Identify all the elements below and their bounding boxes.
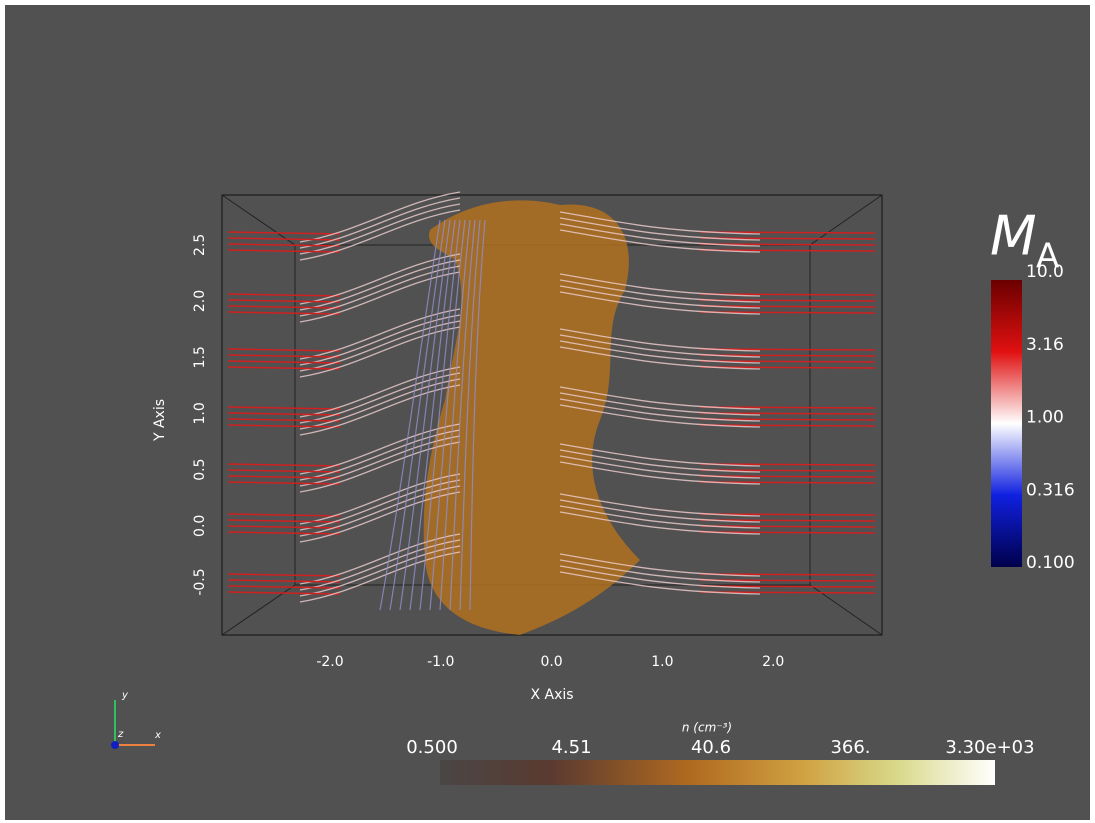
y-tick-label: 0.0 xyxy=(192,515,208,537)
density-colorbar xyxy=(440,760,995,785)
y-tick-label: 2.5 xyxy=(192,234,208,256)
density-tick-label: 40.6 xyxy=(691,737,731,758)
orient-x-label: x xyxy=(154,730,161,741)
x-tick-label: 1.0 xyxy=(651,654,673,670)
mach-tick-label: 1.00 xyxy=(1026,408,1064,428)
y-tick-label: 1.0 xyxy=(192,402,208,424)
y-tick-label: 0.5 xyxy=(192,458,208,480)
orient-z xyxy=(111,741,119,749)
y-tick-label: -0.5 xyxy=(192,568,208,595)
y-tick-label: 1.5 xyxy=(192,346,208,368)
density-tick-label: 366. xyxy=(830,737,870,758)
density-title: n (cm⁻³) xyxy=(682,721,732,735)
x-tick-label: 0.0 xyxy=(540,654,562,670)
mach-tick-label: 10.0 xyxy=(1026,262,1064,282)
y-tick-label: 2.0 xyxy=(192,290,208,312)
x-tick-label: -2.0 xyxy=(316,654,343,670)
mach-tick-label: 0.100 xyxy=(1026,553,1075,573)
density-tick-label: 4.51 xyxy=(551,737,591,758)
x-tick-label: -1.0 xyxy=(427,654,454,670)
x-axis-label: X Axis xyxy=(530,687,573,703)
density-tick-label: 0.500 xyxy=(406,737,458,758)
orient-z-label: z xyxy=(117,729,124,740)
density-tick-label: 3.30e+03 xyxy=(945,737,1034,758)
mach-tick-label: 3.16 xyxy=(1026,335,1064,355)
render-view: X Axis Y Axis y z x M A n (cm⁻³) -2.0-1.… xyxy=(0,0,1095,823)
mach-colorbar xyxy=(991,280,1022,567)
orient-y-label: y xyxy=(121,690,129,701)
mach-tick-label: 0.316 xyxy=(1026,480,1075,500)
mach-title: M xyxy=(990,205,1037,268)
x-tick-label: 2.0 xyxy=(762,654,784,670)
y-axis-label: Y Axis xyxy=(152,399,168,442)
